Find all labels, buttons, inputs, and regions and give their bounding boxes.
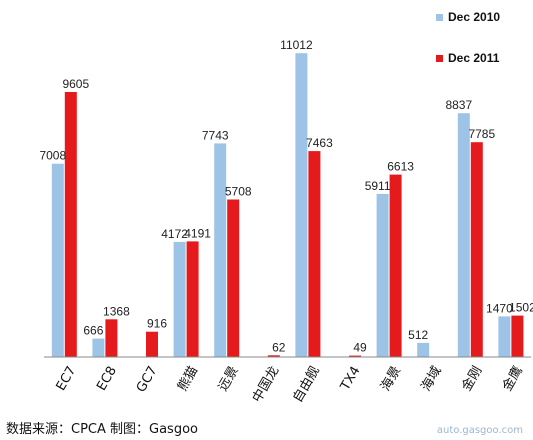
bar-dec2010-11 bbox=[498, 316, 511, 357]
value-label-dec2011-10: 7785 bbox=[468, 127, 495, 141]
value-label-dec2010-3: 4172 bbox=[161, 227, 188, 241]
bar-dec2010-1 bbox=[92, 338, 105, 357]
value-label-dec2011-1: 1368 bbox=[103, 304, 130, 318]
value-label-dec2011-7: 49 bbox=[353, 341, 367, 355]
category-labels-group: EC7 EC8 GC7 熊猫 远景 中国龙 自由舰 TX4 海景 海域 金刚 金鹰 bbox=[54, 363, 526, 405]
category-label-6: 自由舰 bbox=[290, 364, 322, 405]
legend-label-0: Dec 2010 bbox=[448, 10, 500, 24]
bar-dec2010-10 bbox=[457, 113, 470, 357]
value-label-dec2010-10: 8837 bbox=[445, 98, 472, 112]
bar-dec2010-6 bbox=[295, 53, 308, 357]
value-label-dec2010-11: 1470 bbox=[486, 301, 513, 315]
category-label-9: 海域 bbox=[419, 364, 445, 394]
value-label-dec2011-3: 4191 bbox=[184, 226, 211, 240]
source-note: 数据来源：CPCA 制图：Gasgoo bbox=[6, 422, 198, 437]
legend-label-1: Dec 2011 bbox=[448, 51, 500, 65]
legend-swatch-1 bbox=[436, 55, 443, 62]
bar-dec2011-7 bbox=[349, 355, 361, 357]
bar-dec2010-4 bbox=[214, 143, 227, 357]
value-label-dec2011-2: 916 bbox=[147, 317, 167, 331]
bar-dec2011-11 bbox=[511, 315, 524, 357]
bars-group bbox=[51, 53, 524, 357]
category-label-11: 金鹰 bbox=[499, 363, 526, 394]
legend-swatch-0 bbox=[436, 14, 443, 21]
bar-dec2011-10 bbox=[470, 142, 483, 357]
value-label-dec2011-8: 6613 bbox=[387, 160, 414, 174]
value-label-dec2011-4: 5708 bbox=[225, 185, 252, 199]
bar-dec2010-3 bbox=[173, 241, 186, 357]
category-label-4: 远景 bbox=[216, 364, 242, 394]
value-label-dec2010-6: 11012 bbox=[280, 38, 313, 52]
category-label-1: EC8 bbox=[94, 364, 120, 394]
bar-dec2010-0 bbox=[51, 163, 64, 357]
value-label-dec2010-0: 7008 bbox=[39, 149, 66, 163]
bar-dec2011-5 bbox=[267, 355, 280, 357]
bar-dec2011-4 bbox=[227, 199, 240, 357]
category-label-10: 金刚 bbox=[459, 363, 486, 394]
bar-dec2011-8 bbox=[389, 174, 402, 357]
bar-dec2010-9 bbox=[417, 342, 430, 357]
legend: Dec 2010 Dec 2011 bbox=[436, 10, 500, 65]
category-label-2: GC7 bbox=[134, 364, 161, 395]
category-label-7: TX4 bbox=[338, 364, 364, 394]
category-label-0: EC7 bbox=[54, 364, 80, 394]
bar-dec2011-2 bbox=[146, 331, 158, 357]
value-label-dec2011-6: 7463 bbox=[306, 136, 333, 150]
value-label-dec2010-8: 5911 bbox=[365, 179, 391, 193]
category-label-8: 海景 bbox=[378, 364, 404, 394]
value-label-dec2010-1: 666 bbox=[83, 324, 103, 338]
watermark: auto.gasgoo.com bbox=[436, 425, 523, 436]
value-label-dec2011-11: 1502 bbox=[509, 301, 533, 315]
value-label-dec2011-0: 9605 bbox=[62, 77, 89, 91]
bar-dec2011-6 bbox=[308, 151, 321, 357]
value-label-dec2010-9: 512 bbox=[408, 328, 428, 342]
category-label-5: 中国龙 bbox=[250, 364, 282, 405]
bar-dec2011-1 bbox=[105, 319, 118, 357]
bar-dec2011-0 bbox=[64, 92, 77, 357]
bar-dec2010-8 bbox=[376, 193, 389, 357]
value-label-dec2010-4: 7743 bbox=[202, 128, 229, 142]
bar-dec2011-3 bbox=[186, 241, 199, 357]
category-label-3: 熊猫 bbox=[174, 363, 201, 394]
value-label-dec2011-5: 62 bbox=[272, 340, 286, 354]
